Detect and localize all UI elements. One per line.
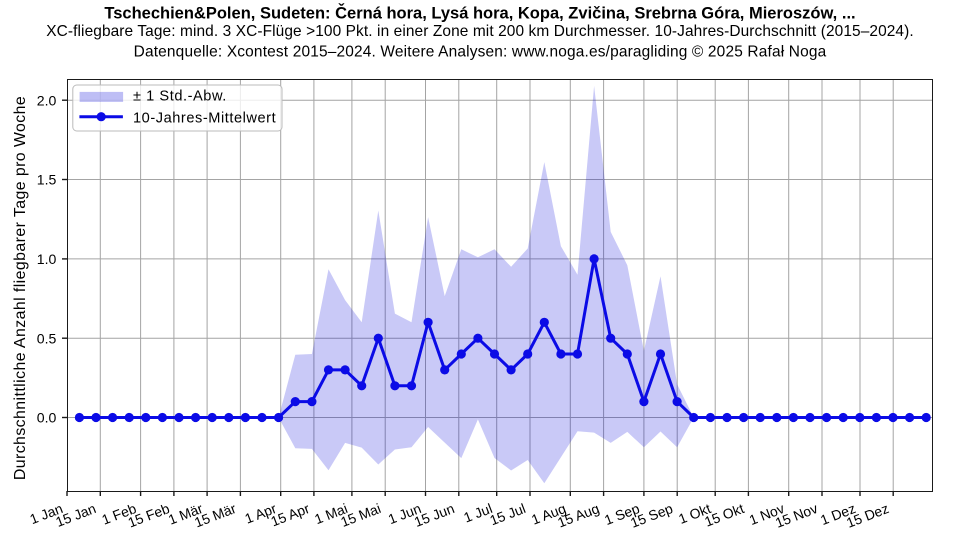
svg-text:2.0: 2.0 <box>37 92 57 108</box>
svg-text:1.5: 1.5 <box>37 172 57 188</box>
svg-text:0.5: 0.5 <box>37 330 57 346</box>
svg-text:Datenquelle: Xcontest 2015–202: Datenquelle: Xcontest 2015–2024. Weitere… <box>134 43 827 60</box>
svg-text:XC-fliegbare Tage: mind. 3 XC-: XC-fliegbare Tage: mind. 3 XC-Flüge >100… <box>46 23 914 40</box>
svg-text:0.0: 0.0 <box>37 410 57 426</box>
svg-text:1.0: 1.0 <box>37 251 57 267</box>
svg-text:Durchschnittliche Anzahl flieg: Durchschnittliche Anzahl fliegbarer Tage… <box>12 96 29 480</box>
svg-text:± 1 Std.-Abw.: ± 1 Std.-Abw. <box>133 89 227 105</box>
svg-text:Tschechien&Polen, Sudeten: Čer: Tschechien&Polen, Sudeten: Černá hora, L… <box>104 3 855 22</box>
svg-text:10-Jahres-Mittelwert: 10-Jahres-Mittelwert <box>133 110 276 126</box>
